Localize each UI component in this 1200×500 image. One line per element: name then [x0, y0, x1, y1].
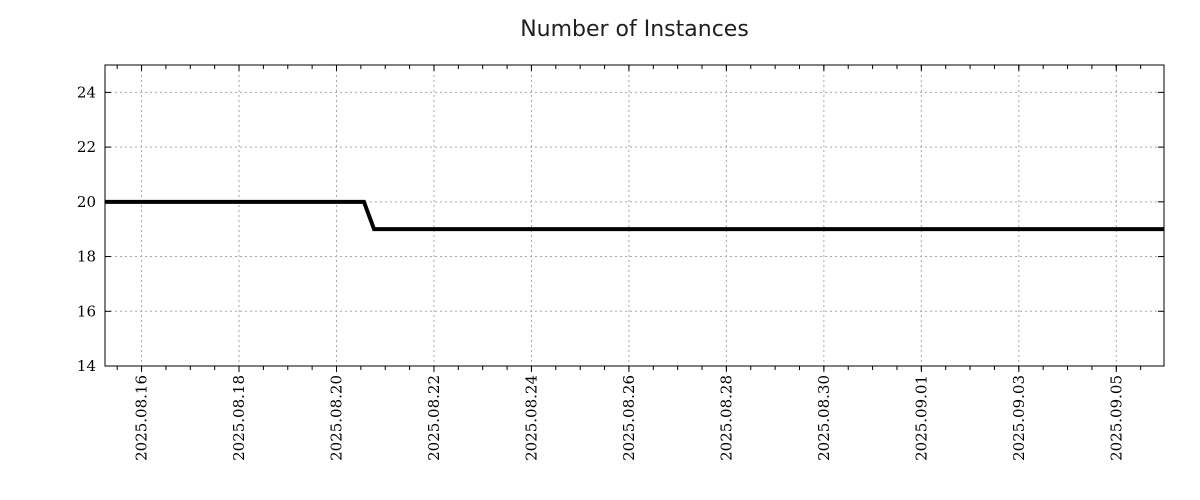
y-tick-label: 22: [77, 138, 96, 156]
y-tick-label: 14: [77, 357, 96, 375]
y-tick-label: 16: [77, 302, 96, 320]
x-tick-label: 2025.08.20: [328, 375, 346, 461]
x-tick-label: 2025.08.30: [815, 375, 833, 461]
x-tick-label: 2025.08.22: [425, 375, 443, 461]
x-tick-label: 2025.09.01: [912, 375, 930, 461]
x-tick-label: 2025.08.24: [523, 375, 541, 461]
x-tick-label: 2025.08.26: [620, 375, 638, 461]
series-line-instances: [105, 199, 1164, 232]
x-tick-label: 2025.08.16: [133, 375, 151, 461]
y-tick-label: 24: [77, 83, 96, 101]
x-tick-label: 2025.09.05: [1107, 375, 1125, 461]
y-tick-label: 18: [77, 248, 96, 266]
plot-border: [104, 64, 1165, 367]
chart-title: Number of Instances: [520, 17, 749, 42]
y-tick-label: 20: [77, 193, 96, 211]
x-tick-label: 2025.08.28: [717, 375, 735, 461]
x-tick-label: 2025.08.18: [230, 375, 248, 461]
x-tick-label: 2025.09.03: [1010, 375, 1028, 461]
